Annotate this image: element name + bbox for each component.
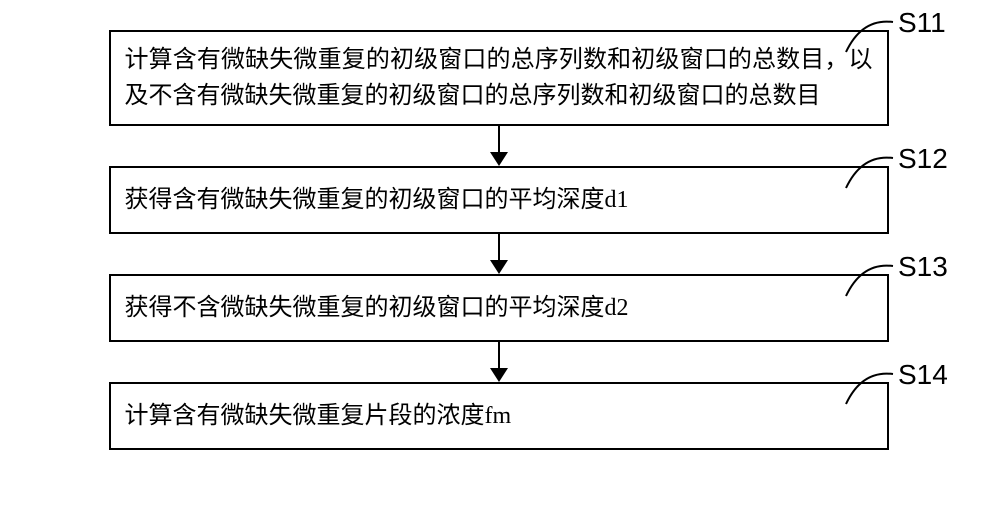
arrow-s12-s13 [484,234,514,274]
step-s13-box: 获得不含微缺失微重复的初级窗口的平均深度d2 [109,274,889,342]
step-s13-text: 获得不含微缺失微重复的初级窗口的平均深度d2 [125,295,629,321]
step-s11-label: S11 [898,7,946,39]
step-s12-label: S12 [898,143,948,175]
step-s14-wrapper: 计算含有微缺失微重复片段的浓度fm S14 [36,382,961,450]
step-s13-wrapper: 获得不含微缺失微重复的初级窗口的平均深度d2 S13 [36,274,961,342]
step-s12-text: 获得含有微缺失微重复的初级窗口的平均深度d1 [125,187,629,213]
step-s14-box: 计算含有微缺失微重复片段的浓度fm [109,382,889,450]
step-s11-wrapper: 计算含有微缺失微重复的初级窗口的总序列数和初级窗口的总数目，以及不含有微缺失微重… [36,30,961,126]
step-s13-label: S13 [898,251,948,283]
step-s12-wrapper: 获得含有微缺失微重复的初级窗口的平均深度d1 S12 [36,166,961,234]
flowchart: 计算含有微缺失微重复的初级窗口的总序列数和初级窗口的总数目，以及不含有微缺失微重… [36,30,961,450]
step-s11-text: 计算含有微缺失微重复的初级窗口的总序列数和初级窗口的总数目，以及不含有微缺失微重… [125,47,873,109]
step-s12-box: 获得含有微缺失微重复的初级窗口的平均深度d1 [109,166,889,234]
arrow-s11-s12 [484,126,514,166]
step-s14-label: S14 [898,359,948,391]
step-s11-box: 计算含有微缺失微重复的初级窗口的总序列数和初级窗口的总数目，以及不含有微缺失微重… [109,30,889,126]
step-s14-text: 计算含有微缺失微重复片段的浓度fm [125,403,512,429]
arrow-s13-s14 [484,342,514,382]
